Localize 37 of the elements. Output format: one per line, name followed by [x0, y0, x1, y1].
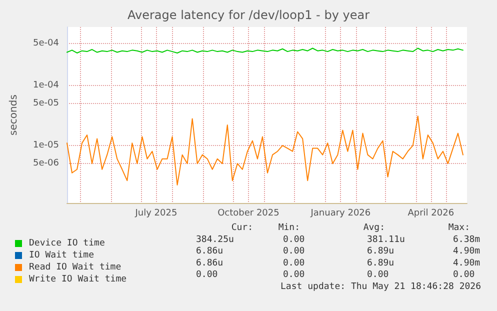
legend-label: IO Wait time — [29, 250, 94, 260]
y-tick-label: 5e-06 — [33, 158, 60, 169]
text: 0.00 — [196, 270, 218, 280]
chart-title: Average latency for /dev/loop1 - by year — [127, 8, 370, 22]
text: 6.89u — [367, 246, 394, 257]
x-tick-label: April 2026 — [408, 208, 454, 218]
y-tick-label: 5e-04 — [33, 38, 60, 49]
text: 4.90m — [453, 258, 480, 268]
text: 0.00 — [283, 270, 305, 280]
y-tick-label: 1e-05 — [33, 140, 59, 151]
text: 6.86u — [196, 246, 224, 257]
text: Last update: Thu May 21 18:46:28 2026 — [280, 282, 481, 292]
text: 6.86u — [196, 258, 224, 268]
text: 6.38m — [453, 235, 480, 245]
text: 4.90m — [453, 246, 480, 257]
x-tick-label: January 2026 — [310, 208, 371, 218]
text: Avg: — [363, 223, 385, 233]
legend-label: Device IO time — [29, 238, 105, 248]
x-tick-label: July 2025 — [134, 208, 178, 218]
text: 0.00 — [283, 235, 305, 245]
x-tick-label: October 2025 — [218, 208, 280, 218]
text: 384.25u — [196, 235, 234, 245]
text: Cur: — [231, 223, 253, 233]
text: 0.00 — [453, 270, 475, 280]
legend-label: Write IO Wait time — [29, 274, 127, 284]
text: 0.00 — [283, 258, 305, 268]
y-tick-label: 5e-05 — [33, 98, 59, 109]
text: 381.11u — [367, 235, 405, 245]
text: 6.89u — [367, 258, 394, 268]
y-axis-title: seconds — [8, 94, 20, 136]
text: 0.00 — [283, 246, 305, 257]
text: Min: — [278, 223, 300, 233]
line-series — [66, 116, 464, 186]
legend-label: Read IO Wait time — [29, 262, 122, 272]
text: 0.00 — [367, 270, 389, 280]
text: Max: — [448, 223, 470, 233]
y-tick-label: 1e-04 — [33, 80, 60, 91]
